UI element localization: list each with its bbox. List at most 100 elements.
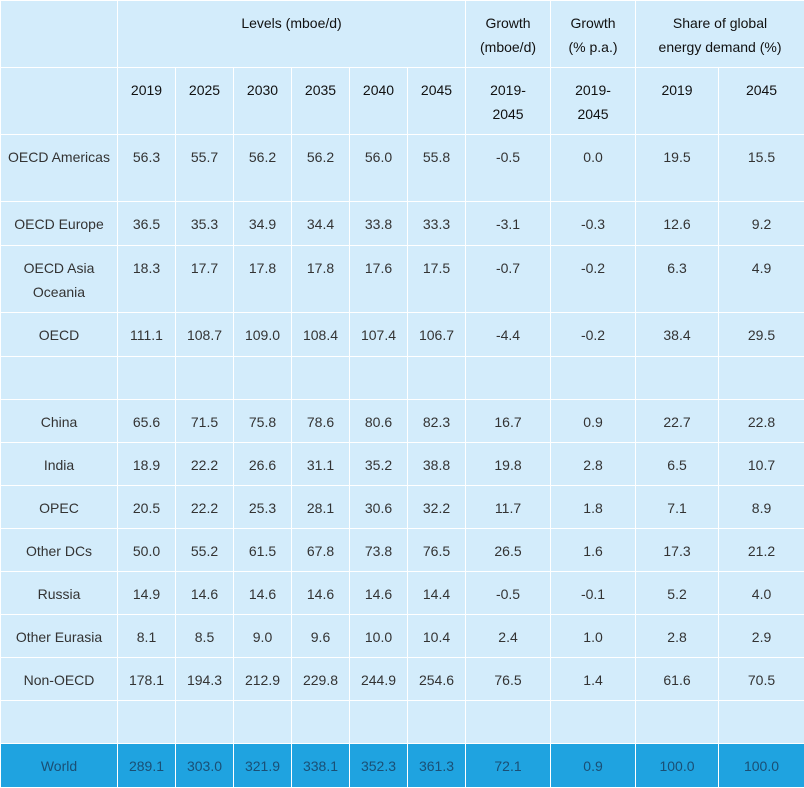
value-cell [408, 701, 466, 744]
value-cell: 50.0 [118, 529, 176, 572]
header-levels: Levels (mboe/d) [118, 1, 466, 68]
region-name [1, 701, 118, 744]
value-cell: 71.5 [176, 400, 234, 443]
header-year: 2040 [350, 68, 408, 135]
value-cell: 352.3 [350, 744, 408, 788]
value-cell: 19.5 [636, 135, 719, 202]
value-cell: 16.7 [466, 400, 551, 443]
value-cell: 33.8 [350, 202, 408, 246]
value-cell: 73.8 [350, 529, 408, 572]
spacer-row [1, 357, 804, 400]
value-cell: 0.0 [551, 135, 636, 202]
value-cell: 55.7 [176, 135, 234, 202]
value-cell: 2.4 [466, 615, 551, 658]
value-cell: 107.4 [350, 313, 408, 357]
value-cell [350, 357, 408, 400]
region-name: Non-OECD [1, 658, 118, 701]
value-cell: 7.1 [636, 486, 719, 529]
value-cell: 30.6 [350, 486, 408, 529]
value-cell: 55.2 [176, 529, 234, 572]
value-cell: 9.0 [234, 615, 292, 658]
region-name [1, 357, 118, 400]
header-year: 2025 [176, 68, 234, 135]
value-cell: 100.0 [636, 744, 719, 788]
value-cell: 11.7 [466, 486, 551, 529]
value-cell: 6.3 [636, 246, 719, 313]
value-cell: 14.6 [176, 572, 234, 615]
value-cell: 17.8 [292, 246, 350, 313]
value-cell: 5.2 [636, 572, 719, 615]
value-cell: 106.7 [408, 313, 466, 357]
value-cell: 65.6 [118, 400, 176, 443]
value-cell: 14.6 [350, 572, 408, 615]
region-name: Other DCs [1, 529, 118, 572]
value-cell: 28.1 [292, 486, 350, 529]
value-cell: -0.2 [551, 313, 636, 357]
value-cell: 212.9 [234, 658, 292, 701]
value-cell: 9.2 [719, 202, 804, 246]
region-name: OECD Asia Oceania [1, 246, 118, 313]
value-cell: -0.1 [551, 572, 636, 615]
value-cell: 17.6 [350, 246, 408, 313]
value-cell: 338.1 [292, 744, 350, 788]
value-cell: 2.8 [636, 615, 719, 658]
value-cell: 17.5 [408, 246, 466, 313]
value-cell [636, 357, 719, 400]
value-cell: 0.9 [551, 400, 636, 443]
value-cell: 34.4 [292, 202, 350, 246]
value-cell: 19.8 [466, 443, 551, 486]
value-cell: 20.5 [118, 486, 176, 529]
header-year: 2035 [292, 68, 350, 135]
value-cell: 2.9 [719, 615, 804, 658]
value-cell: -0.2 [551, 246, 636, 313]
value-cell: 111.1 [118, 313, 176, 357]
spacer-row [1, 701, 804, 744]
value-cell: -0.5 [466, 135, 551, 202]
value-cell [350, 701, 408, 744]
value-cell: 10.4 [408, 615, 466, 658]
value-cell: 8.5 [176, 615, 234, 658]
value-cell: 22.2 [176, 486, 234, 529]
header-corner [1, 1, 118, 68]
region-name: World [1, 744, 118, 788]
value-cell: 35.2 [350, 443, 408, 486]
value-cell: 18.3 [118, 246, 176, 313]
value-cell [118, 701, 176, 744]
value-cell [234, 357, 292, 400]
value-cell: 178.1 [118, 658, 176, 701]
value-cell: 10.0 [350, 615, 408, 658]
value-cell: 14.4 [408, 572, 466, 615]
value-cell: 4.0 [719, 572, 804, 615]
value-cell: 4.9 [719, 246, 804, 313]
value-cell: 35.3 [176, 202, 234, 246]
value-cell: -0.5 [466, 572, 551, 615]
value-cell: 10.7 [719, 443, 804, 486]
header-growth-abs: Growth (mboe/d) [466, 1, 551, 68]
value-cell: 22.7 [636, 400, 719, 443]
value-cell [719, 701, 804, 744]
value-cell: 70.5 [719, 658, 804, 701]
value-cell: 6.5 [636, 443, 719, 486]
region-name: OECD Americas [1, 135, 118, 202]
value-cell: 14.9 [118, 572, 176, 615]
value-cell: -4.4 [466, 313, 551, 357]
value-cell [118, 357, 176, 400]
value-cell: 82.3 [408, 400, 466, 443]
region-name: OECD Europe [1, 202, 118, 246]
value-cell: 108.7 [176, 313, 234, 357]
value-cell [292, 357, 350, 400]
value-cell: 76.5 [408, 529, 466, 572]
value-cell: 32.2 [408, 486, 466, 529]
value-cell [719, 357, 804, 400]
value-cell: 25.3 [234, 486, 292, 529]
value-cell: 361.3 [408, 744, 466, 788]
value-cell: 33.3 [408, 202, 466, 246]
value-cell: 15.5 [719, 135, 804, 202]
value-cell: -3.1 [466, 202, 551, 246]
value-cell: 229.8 [292, 658, 350, 701]
value-cell [466, 357, 551, 400]
value-cell: 34.9 [234, 202, 292, 246]
